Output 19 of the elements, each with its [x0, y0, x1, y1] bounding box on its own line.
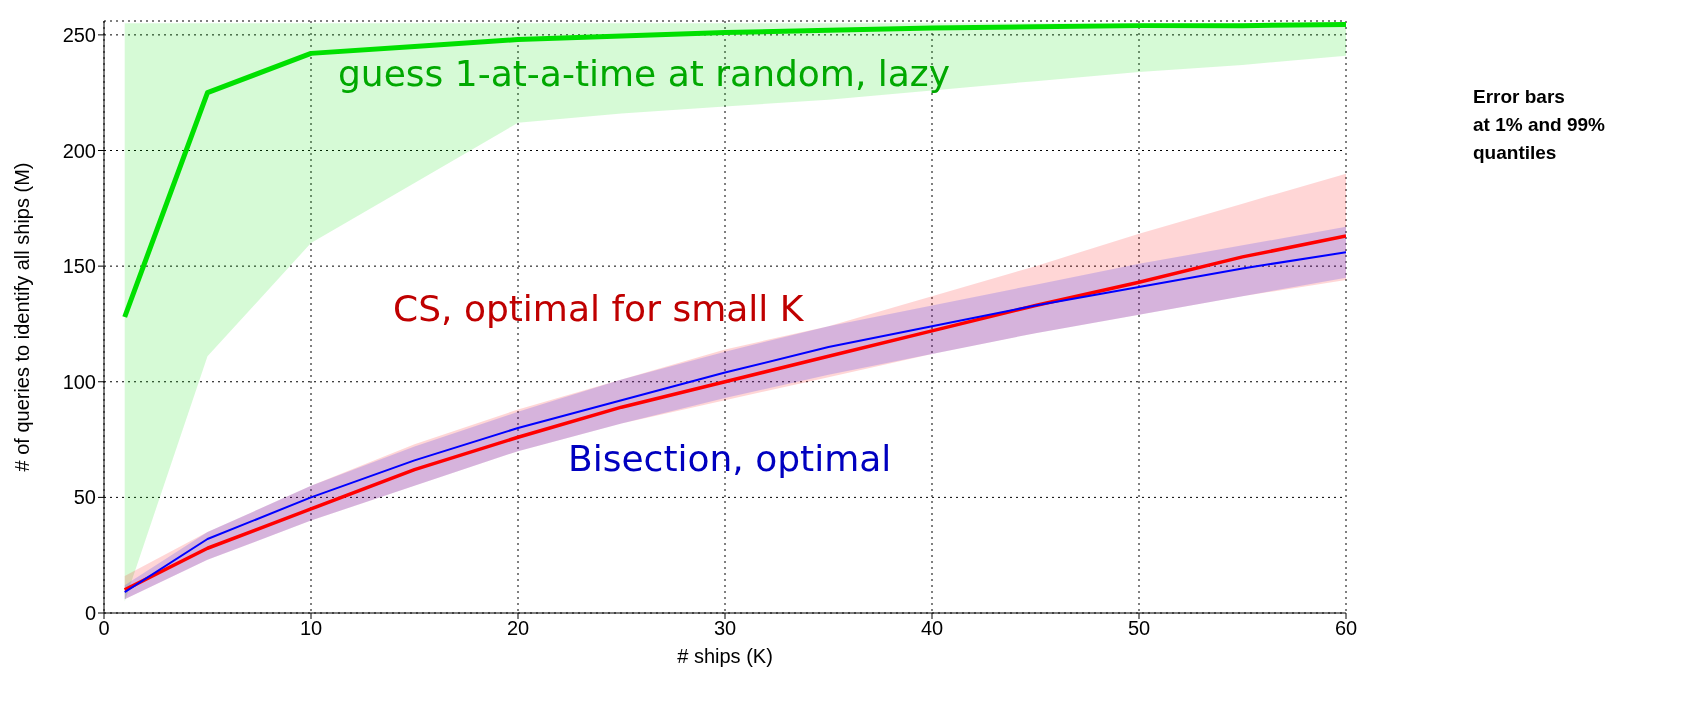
y-tick-label: 50: [73, 486, 96, 509]
y-tick-label: 100: [62, 370, 96, 393]
series-label: Bisection, optimal: [568, 438, 892, 479]
x-tick-label: 60: [1334, 617, 1358, 640]
y-tick-label: 150: [62, 255, 96, 278]
y-tick-label: 0: [84, 602, 96, 625]
series-label: guess 1-at-a-time at random, lazy: [338, 53, 951, 94]
x-tick-label: 50: [1127, 617, 1151, 640]
series-label: CS, optimal for small K: [393, 288, 804, 329]
y-tick-label: 200: [62, 139, 96, 162]
x-tick-label: 0: [98, 617, 110, 640]
x-tick-label: 30: [713, 617, 737, 640]
text: Error bars at 1% and 99% quantiles: [1473, 85, 1605, 165]
x-tick-label: 40: [920, 617, 944, 640]
x-tick-label: 20: [506, 617, 530, 640]
y-tick-label: 250: [62, 23, 96, 46]
y-axis-title: # of queries to identify all ships (M): [11, 162, 34, 472]
x-axis-title: # ships (K): [677, 645, 773, 667]
x-tick-label: 10: [299, 617, 323, 640]
